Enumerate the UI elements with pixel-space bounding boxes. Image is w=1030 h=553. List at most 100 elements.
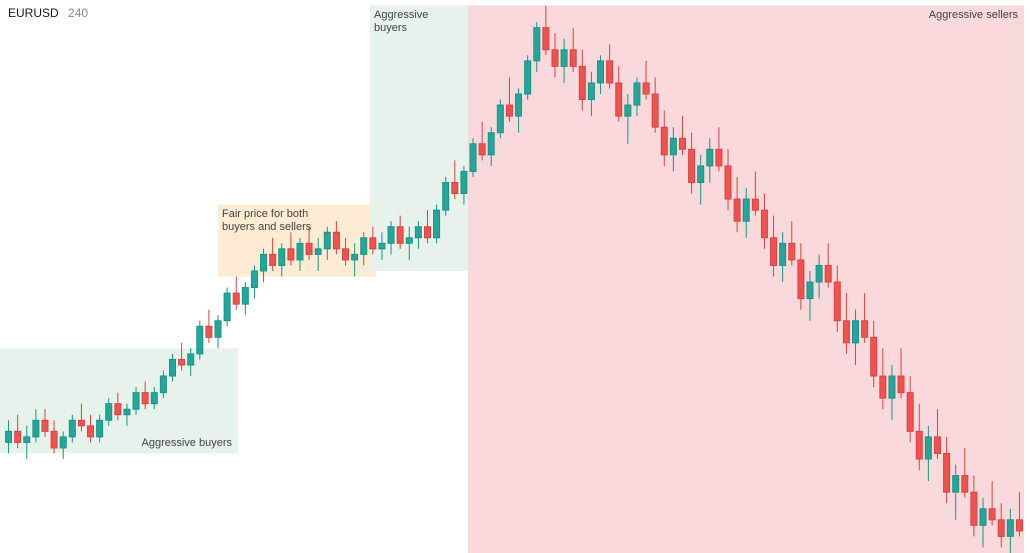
candle-body [297, 243, 303, 260]
candle-body [916, 431, 922, 459]
timeframe: 240 [68, 6, 88, 20]
candle-body [761, 210, 767, 238]
buyers-zone-1-label: Aggressive buyers [142, 437, 233, 450]
candle-body [361, 238, 367, 255]
candle-body [816, 265, 822, 282]
candle-body [151, 393, 157, 404]
candle-body [497, 105, 503, 133]
candle-body [743, 199, 749, 221]
candle-body [443, 182, 449, 210]
candle-body [698, 166, 704, 183]
candle-body [215, 321, 221, 338]
candle-body [97, 420, 103, 437]
fair-zone-label: Fair price for both buyers and sellers [222, 208, 311, 234]
candle-body [889, 376, 895, 398]
candle-body [588, 83, 594, 100]
candle-body [424, 227, 430, 238]
candle-body [598, 61, 604, 83]
candle-body [543, 28, 549, 50]
candle-body [962, 476, 968, 493]
candle-body [989, 509, 995, 520]
candle-body [971, 492, 977, 525]
candle-body [707, 149, 713, 166]
candle-body [716, 149, 722, 166]
candle-body [233, 293, 239, 304]
buyers-zone-2-label: Aggressive buyers [374, 9, 428, 35]
candle-body [506, 105, 512, 116]
candle-body [206, 326, 212, 337]
candle-body [853, 321, 859, 343]
candle-body [188, 354, 194, 365]
candle-body [689, 149, 695, 182]
candle-body [843, 321, 849, 343]
candle-body [652, 94, 658, 127]
candle-body [69, 420, 75, 437]
candle-body [379, 243, 385, 249]
candle-body [934, 437, 940, 454]
candle-body [980, 509, 986, 526]
candle-body [461, 171, 467, 193]
candle-body [388, 227, 394, 244]
candle-body [224, 293, 230, 321]
sellers-zone [468, 6, 1024, 553]
candle-body [324, 232, 330, 249]
candle-body [661, 127, 667, 155]
candle-body [534, 28, 540, 61]
symbol-title: EURUSD 240 [8, 6, 88, 20]
candle-body [333, 232, 339, 249]
candle-body [561, 50, 567, 67]
candle-body [1007, 520, 1013, 537]
candle-body [15, 431, 21, 442]
candle-body [670, 138, 676, 155]
candle-body [953, 476, 959, 493]
candle-body [488, 133, 494, 155]
candle-body [479, 144, 485, 155]
candlestick-chart [0, 0, 1030, 553]
sellers-zone-label: Aggressive sellers [929, 9, 1018, 22]
candle-body [789, 243, 795, 260]
candle-body [898, 376, 904, 393]
candle-body [725, 166, 731, 199]
candle-body [160, 376, 166, 393]
candle-body [124, 409, 130, 415]
candle-body [643, 83, 649, 94]
candle-body [679, 138, 685, 149]
candle-body [33, 420, 39, 437]
candle-body [315, 249, 321, 255]
candle-body [306, 243, 312, 254]
candle-body [106, 404, 112, 421]
candle-body [552, 50, 558, 67]
candle-body [352, 254, 358, 260]
candle-body [51, 431, 57, 448]
candle-body [279, 249, 285, 266]
candle-body [88, 426, 94, 437]
candle-body [734, 199, 740, 221]
candle-body [752, 199, 758, 210]
candle-body [525, 61, 531, 94]
candle-body [807, 282, 813, 299]
candle-body [871, 337, 877, 376]
candle-body [370, 238, 376, 249]
candle-body [634, 83, 640, 105]
candle-body [115, 404, 121, 415]
candle-body [880, 376, 886, 398]
candle-body [616, 83, 622, 116]
candle-body [1016, 520, 1022, 531]
candle-body [907, 393, 913, 432]
candle-body [343, 249, 349, 260]
candle-body [406, 238, 412, 244]
candle-body [60, 437, 66, 448]
candle-body [516, 94, 522, 116]
candle-body [133, 393, 139, 410]
candle-body [825, 265, 831, 282]
candle-body [397, 227, 403, 244]
candle-body [798, 260, 804, 299]
candle-body [944, 453, 950, 492]
candle-body [579, 66, 585, 99]
symbol: EURUSD [8, 6, 59, 20]
candle-body [998, 520, 1004, 537]
candle-body [24, 437, 30, 443]
candle-body [42, 420, 48, 431]
candle-body [179, 359, 185, 365]
candle-body [834, 282, 840, 321]
